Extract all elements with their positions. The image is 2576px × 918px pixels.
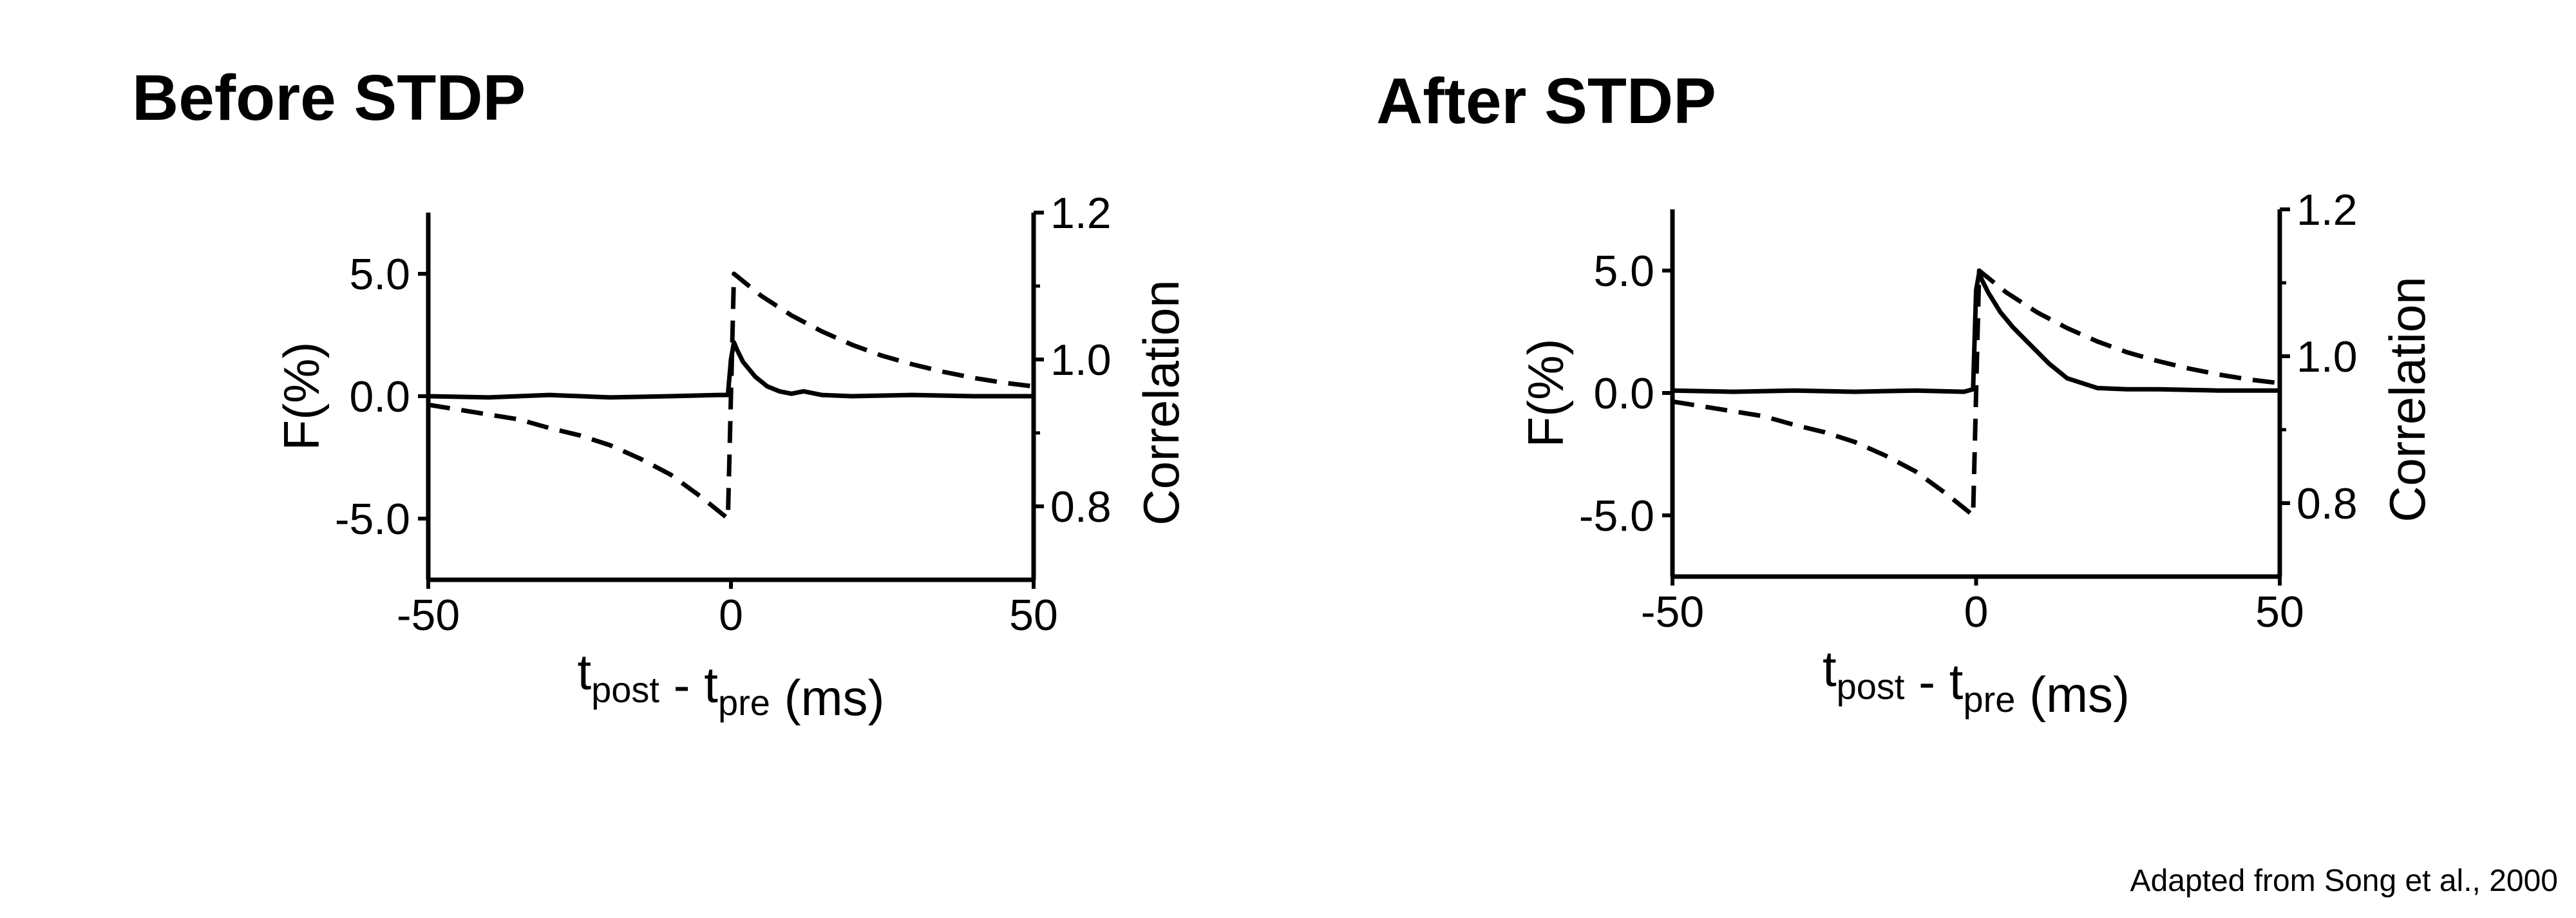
x-tick-label: 0 [719,591,743,640]
y2-tick-label: 1.0 [1050,336,1112,385]
y-axis-title: F(%) [273,342,330,451]
y-tick-label: 0.0 [349,372,410,421]
solid-correlation-line [428,339,1034,400]
credit-note: Adapted from Song et al., 2000 [2130,864,2558,898]
x-axis-title: tpost - tpre (ms) [577,644,884,726]
y-tick-label: -5.0 [335,495,410,544]
x-tick-label: -50 [397,591,460,640]
y2-axis-title: Correlation [1133,280,1189,526]
y-tick-label: 5.0 [349,250,410,299]
y2-tick-label: 1.2 [1050,189,1112,238]
y2-tick-label: 0.8 [1050,483,1112,531]
chart-title-after: After STDP [1376,65,1716,137]
dashed-learning-window-line [428,271,1034,521]
chart-title-before: Before STDP [132,62,526,134]
x-tick-label: 50 [1009,591,1058,640]
